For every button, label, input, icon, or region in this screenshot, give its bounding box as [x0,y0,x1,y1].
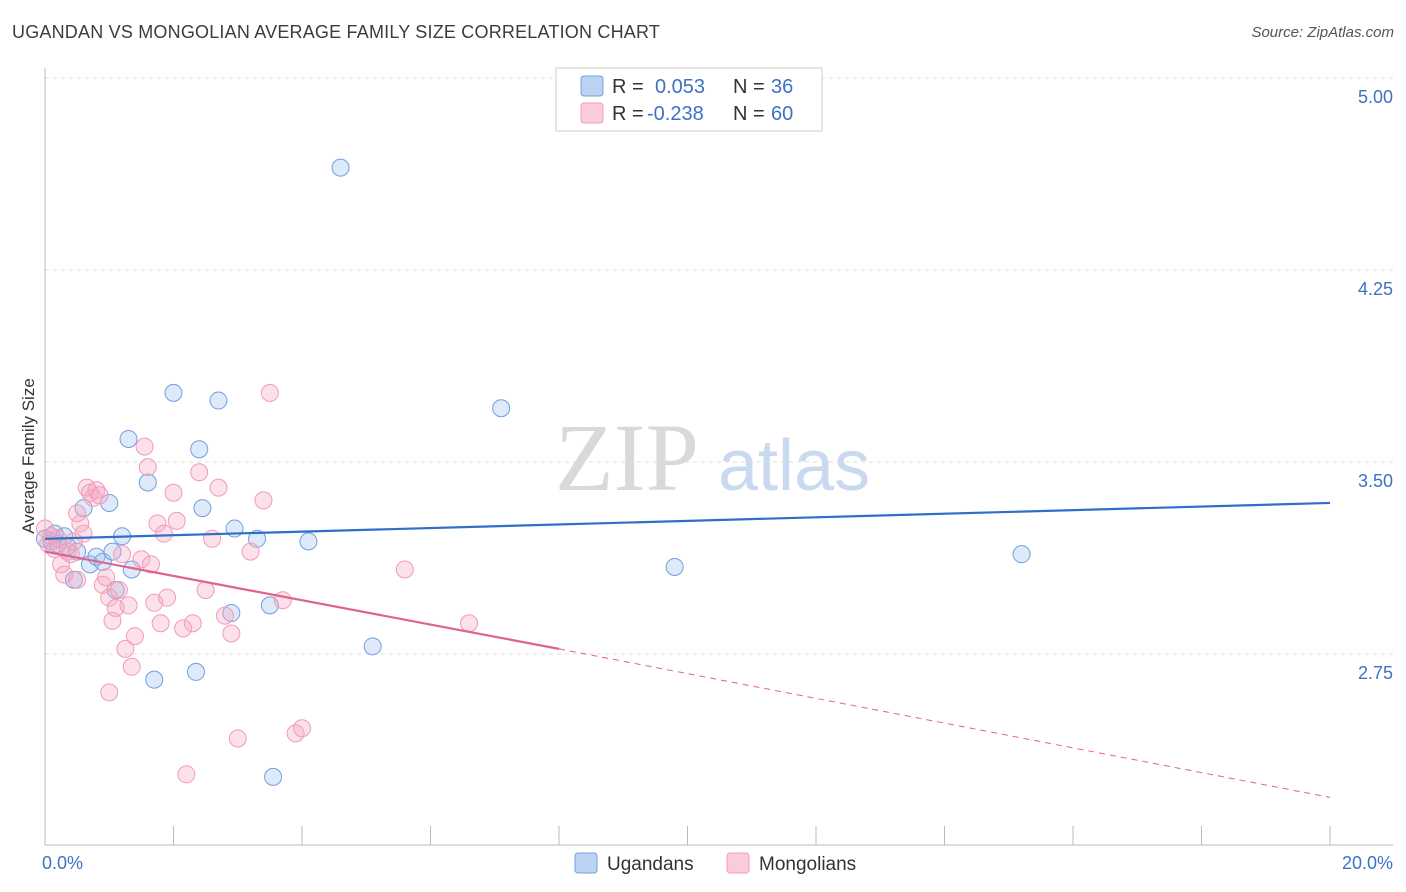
point-ugandans [299,532,318,551]
point-mongolians [113,545,132,564]
point-mongolians [100,588,119,607]
bottom-legend-label-ugandans: Ugandans [607,854,694,875]
legend-r-value-mongolians: -0.238 [647,103,704,125]
point-ugandans [119,429,138,448]
point-ugandans [209,391,228,410]
point-mongolians [203,529,222,548]
point-mongolians [222,624,241,643]
bottom-legend-label-mongolians: Mongolians [759,854,856,875]
point-mongolians [125,627,144,646]
point-ugandans [492,399,511,418]
point-mongolians [241,542,260,561]
point-mongolians [97,568,116,587]
x-axis-ticks [173,826,1331,845]
point-mongolians [167,511,186,530]
series-legend: Ugandans Mongolians [574,852,856,875]
x-tick-label-min: 0.0% [42,853,83,873]
point-ugandans [331,158,350,177]
legend-n-label-mongolians: N = [733,103,765,125]
point-mongolians [293,719,311,738]
source-credit: Source: ZipAtlas.com [1251,24,1394,41]
point-ugandans [164,383,183,402]
chart-title: UGANDAN VS MONGOLIAN AVERAGE FAMILY SIZE… [12,22,661,42]
watermark-atlas: atlas [718,426,870,506]
point-mongolians [71,514,90,533]
bottom-legend-swatch-mongolians [726,852,750,874]
y-axis-tick-labels: 5.00 4.25 3.50 2.75 [1358,87,1393,683]
point-mongolians [109,581,128,599]
point-mongolians [174,619,193,638]
point-mongolians [254,491,273,510]
point-mongolians [209,478,228,497]
legend-swatch-ugandans [580,75,604,97]
point-ugandans [264,767,283,786]
legend-n-label-ugandans: N = [733,76,765,98]
point-mongolians [74,524,93,543]
trend-lines [44,501,1331,798]
grid-lines [45,77,1393,655]
point-mongolians [119,596,138,615]
point-mongolians [158,588,177,607]
point-mongolians [228,729,247,748]
bottom-legend-swatch-ugandans [574,852,598,874]
point-mongolians [164,483,183,502]
legend-n-value-ugandans: 36 [771,76,793,98]
point-mongolians [36,519,54,538]
correlation-legend: R = 0.053 N = 36 R = -0.238 N = 60 [555,67,823,132]
point-mongolians [395,560,414,579]
y-axis-title: Average Family Size [19,378,38,534]
point-mongolians [273,591,292,610]
point-mongolians [151,614,170,633]
point-ugandans [1012,545,1031,564]
trend-line-ugandans [44,501,1331,540]
point-ugandans [100,493,119,512]
legend-r-label-ugandans: R = [612,76,644,98]
y-tick-label: 2.75 [1358,663,1393,683]
x-tick-label-max: 20.0% [1342,853,1393,873]
point-mongolians [122,657,141,676]
point-mongolians [100,683,119,702]
legend-n-value-mongolians: 60 [771,103,793,125]
point-ugandans [363,637,382,656]
point-mongolians [215,606,234,625]
legend-swatch-mongolians [580,102,604,124]
watermark-zip: ZIP [555,404,699,511]
point-mongolians [132,550,151,569]
point-mongolians [90,486,109,505]
point-mongolians [68,504,87,523]
point-mongolians [148,514,167,533]
point-ugandans [145,670,164,689]
y-tick-label: 4.25 [1358,279,1393,299]
point-mongolians [154,524,173,543]
point-mongolians [183,614,202,633]
point-mongolians [460,614,479,633]
point-mongolians [177,765,196,784]
point-mongolians [138,458,157,477]
point-mongolians [190,463,209,482]
point-mongolians [116,639,135,658]
legend-r-label-mongolians: R = [612,103,644,125]
data-points [36,158,1031,786]
point-mongolians [260,383,279,402]
point-mongolians [68,570,87,589]
point-ugandans [138,473,157,492]
point-mongolians [142,555,161,574]
trend-line-mongolians-extrapolated [558,648,1331,798]
y-tick-label: 5.00 [1358,87,1393,107]
point-ugandans [193,499,212,518]
point-mongolians [135,437,154,456]
point-ugandans [190,440,209,459]
legend-r-value-ugandans: 0.053 [655,76,705,98]
point-ugandans [186,662,205,681]
trend-line-mongolians [44,550,560,650]
point-ugandans [665,557,684,576]
point-mongolians [87,481,106,500]
y-tick-label: 3.50 [1358,471,1393,491]
